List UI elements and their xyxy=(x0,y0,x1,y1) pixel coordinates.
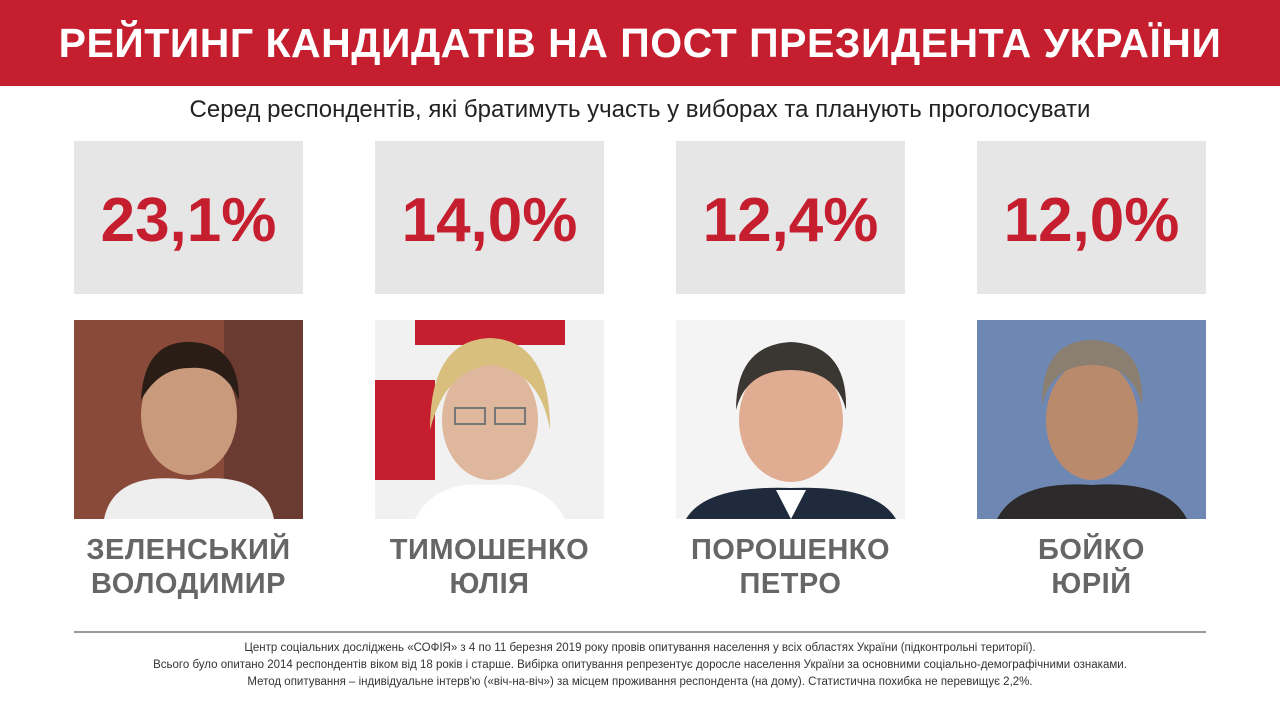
photo xyxy=(74,320,303,519)
footer-line: Всього було опитано 2014 респондентів ві… xyxy=(153,659,1127,671)
surname: БОЙКО xyxy=(1037,534,1145,566)
candidate-card: 23,1% ЗЕЛЕНСЬКИЙ ВОЛОДИМИР xyxy=(74,141,303,601)
candidate-card: 14,0% ТИМОШЕНКО ЮЛІЯ xyxy=(375,141,604,601)
footer: Центр соціальних досліджень «СОФІЯ» з 4 … xyxy=(0,640,1280,691)
first-name: ЮЛІЯ xyxy=(449,568,530,600)
candidate-card: 12,0% БОЙКО ЮРІЙ xyxy=(977,141,1206,601)
separator xyxy=(74,631,1206,633)
candidate-card: 12,4% ПОРОШЕНКО ПЕТРО xyxy=(676,141,905,601)
photo xyxy=(977,320,1206,519)
photo xyxy=(676,320,905,519)
surname: ПОРОШЕНКО xyxy=(690,534,891,566)
rating: 14,0% xyxy=(375,141,604,294)
subtitle: Серед респондентів, які братимуть участь… xyxy=(189,96,1091,123)
first-name: ПЕТРО xyxy=(739,568,842,600)
photo xyxy=(375,320,604,519)
footer-line: Центр соціальних досліджень «СОФІЯ» з 4 … xyxy=(244,642,1036,654)
header-title: РЕЙТИНГ КАНДИДАТІВ НА ПОСТ ПРЕЗИДЕНТА УК… xyxy=(0,0,1280,86)
surname: ТИМОШЕНКО xyxy=(389,534,590,566)
first-name: ЮРІЙ xyxy=(1051,568,1132,600)
rating: 23,1% xyxy=(74,141,303,294)
first-name: ВОЛОДИМИР xyxy=(91,568,286,600)
rating: 12,0% xyxy=(977,141,1206,294)
footer-line: Метод опитування – індивідуальне інтерв'… xyxy=(247,676,1033,688)
surname: ЗЕЛЕНСЬКИЙ xyxy=(86,534,291,566)
rating: 12,4% xyxy=(676,141,905,294)
